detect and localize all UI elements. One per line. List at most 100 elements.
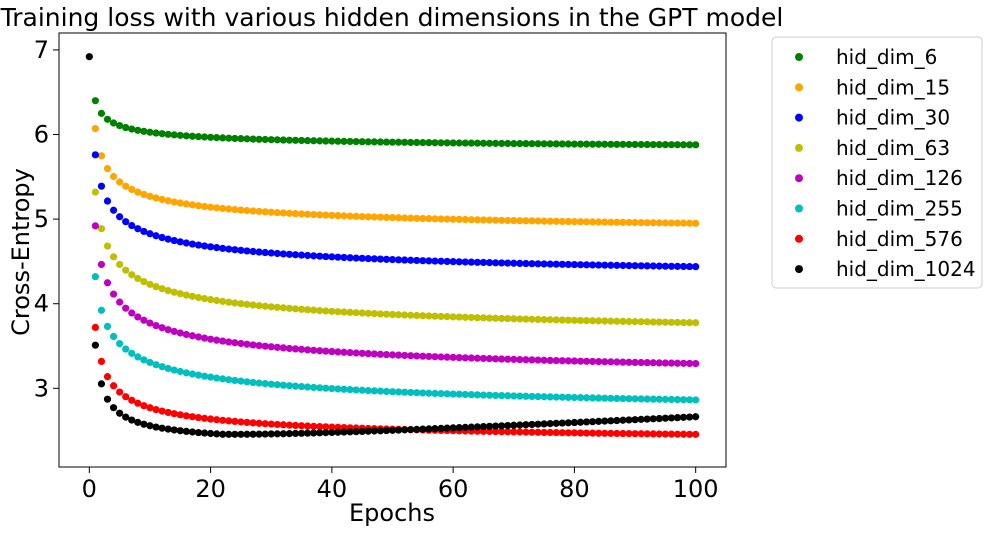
data-point [576, 357, 585, 365]
data-point [340, 308, 348, 316]
x-axis-label: Epochs [349, 499, 435, 527]
data-point [128, 125, 136, 133]
data-point [534, 392, 542, 401]
data-point [516, 355, 524, 364]
data-point [310, 346, 318, 354]
data-point [109, 382, 118, 390]
data-point [213, 374, 221, 382]
data-point [206, 133, 215, 141]
data-point [334, 308, 342, 316]
x-tick-label: 0 [82, 475, 97, 503]
data-point [382, 387, 391, 396]
data-point [692, 263, 700, 271]
data-point [686, 219, 694, 227]
data-point [267, 249, 275, 257]
data-point [582, 218, 591, 226]
data-point [582, 418, 591, 426]
data-point [285, 430, 294, 438]
data-point [419, 389, 427, 397]
data-point [431, 353, 439, 361]
data-point [243, 135, 251, 143]
data-point [304, 306, 312, 314]
data-point [455, 354, 463, 362]
data-point [297, 382, 306, 391]
data-point [540, 393, 548, 401]
data-point [219, 297, 227, 305]
data-point [546, 428, 554, 437]
y-axis: 3 4 5 6 7 [34, 36, 59, 402]
data-point [200, 133, 209, 141]
data-point [128, 416, 136, 424]
data-point [291, 421, 300, 430]
data-points [85, 53, 700, 438]
data-point [376, 255, 384, 263]
data-point [352, 386, 360, 394]
data-point [637, 430, 645, 438]
data-point [394, 388, 403, 396]
data-point [534, 315, 542, 324]
data-point [576, 316, 585, 325]
data-point [516, 421, 524, 429]
data-point [267, 430, 275, 438]
data-point [449, 313, 457, 321]
data-point [346, 212, 354, 220]
data-point [510, 139, 518, 148]
data-point [504, 421, 512, 430]
data-point [564, 429, 572, 437]
data-point [613, 218, 621, 226]
data-point [140, 127, 148, 135]
data-point [407, 352, 415, 360]
data-point [673, 359, 682, 367]
data-point [692, 413, 700, 421]
data-point [176, 131, 184, 139]
data-point [546, 420, 554, 428]
data-point [279, 344, 287, 352]
data-point [667, 430, 676, 438]
data-point [673, 430, 682, 438]
data-point [461, 390, 469, 399]
data-point [558, 419, 566, 427]
data-point [376, 213, 384, 221]
data-point [667, 359, 676, 367]
data-point [631, 358, 639, 367]
data-point [582, 357, 591, 365]
data-point [194, 371, 203, 379]
data-point [273, 303, 281, 311]
data-point [206, 203, 215, 211]
data-point [449, 215, 457, 223]
data-point [194, 241, 203, 249]
data-point [188, 370, 196, 378]
data-point [116, 121, 124, 130]
data-point [491, 259, 500, 267]
data-point [613, 140, 621, 148]
data-point [601, 429, 609, 437]
data-point [540, 140, 548, 148]
data-point [449, 353, 457, 361]
legend-label: hid_dim_6 [836, 45, 937, 69]
data-point [182, 200, 190, 208]
data-point [498, 355, 506, 363]
data-point [97, 260, 106, 269]
data-point [109, 206, 118, 214]
data-point [449, 139, 457, 147]
data-point [249, 247, 257, 256]
data-point [279, 209, 287, 217]
data-point [522, 392, 530, 400]
data-point [194, 333, 203, 341]
data-point [601, 261, 609, 269]
data-point [613, 358, 621, 366]
data-point [437, 312, 445, 321]
data-point [522, 140, 530, 148]
data-point [388, 426, 397, 434]
data-point [394, 311, 403, 319]
data-point [534, 217, 542, 225]
data-point [316, 429, 324, 437]
data-point [255, 248, 263, 256]
data-point [182, 132, 190, 140]
data-point [679, 219, 688, 227]
data-point [219, 204, 227, 213]
data-point [419, 214, 427, 223]
data-point [200, 294, 209, 303]
data-point [461, 139, 469, 147]
data-point [673, 262, 682, 270]
